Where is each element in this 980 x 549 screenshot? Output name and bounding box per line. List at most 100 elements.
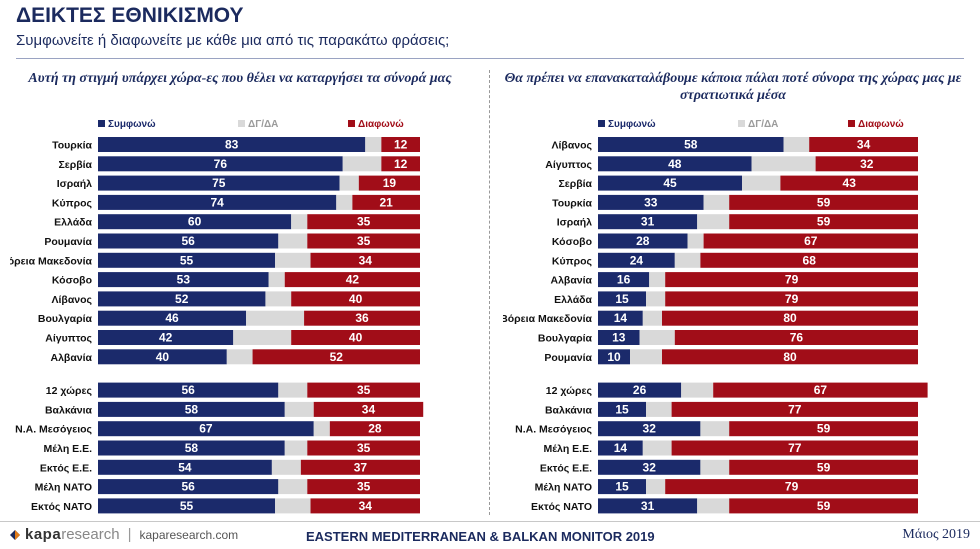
bar-dk xyxy=(271,459,301,475)
bar-dk xyxy=(646,401,672,417)
bar-agree xyxy=(598,233,688,249)
data-label-agree: 75 xyxy=(212,176,226,190)
bar-dk xyxy=(291,214,308,230)
bar-agree xyxy=(598,156,752,172)
data-label-agree: 48 xyxy=(668,157,682,171)
data-label-agree: 26 xyxy=(633,383,647,397)
bar-dk xyxy=(783,137,810,152)
category-label: Λίβανος xyxy=(552,140,593,152)
category-label: Εκτός Ε.Ε. xyxy=(540,462,592,474)
footer-site: kaparesearch.com xyxy=(139,527,239,542)
bar-disagree xyxy=(307,214,420,230)
bar-disagree xyxy=(665,272,918,288)
bar-dk xyxy=(226,349,253,365)
data-label-agree: 10 xyxy=(607,350,621,364)
category-label: Αλβανία xyxy=(51,352,93,364)
bar-agree xyxy=(598,421,701,437)
kapa-logo-icon xyxy=(10,529,20,540)
legend-label-disagree: Διαφωνώ xyxy=(858,119,904,130)
bar-disagree xyxy=(729,421,918,437)
bar-agree xyxy=(598,330,640,345)
bar-agree xyxy=(98,175,340,191)
data-label-disagree: 59 xyxy=(817,422,831,436)
bar-dk xyxy=(246,310,305,326)
category-label: Ρουμανία xyxy=(544,352,592,364)
legend-label-dk: ΔΓ/ΔΑ xyxy=(748,119,778,130)
bar-agree xyxy=(98,479,279,495)
data-label-agree: 55 xyxy=(180,499,194,513)
category-label: Μέλη ΝΑΤΟ xyxy=(35,482,92,494)
data-label-disagree: 35 xyxy=(357,234,371,248)
data-label-agree: 56 xyxy=(181,234,195,248)
data-label-disagree: 40 xyxy=(349,292,363,306)
bar-disagree xyxy=(291,330,420,345)
bar-agree xyxy=(98,440,285,456)
category-label: Ν.Α. Μεσόγειος xyxy=(15,424,92,436)
data-label-disagree: 80 xyxy=(783,350,797,364)
data-label-disagree: 35 xyxy=(357,215,371,229)
legend-swatch-disagree xyxy=(848,120,855,127)
bar-disagree xyxy=(671,440,918,456)
category-label: Τουρκία xyxy=(52,140,92,152)
bar-agree xyxy=(98,291,266,307)
category-label: Βόρεια Μακεδονία xyxy=(503,313,593,325)
bar-agree xyxy=(98,349,227,365)
data-label-disagree: 35 xyxy=(357,441,371,455)
bar-dk xyxy=(278,233,308,249)
category-label: Σερβία xyxy=(558,178,592,190)
bar-disagree xyxy=(729,459,918,475)
legend-swatch-disagree xyxy=(348,120,355,127)
chart-panel-left: Αυτή τη στιγμή υπάρχει χώρα-ες που θέλει… xyxy=(10,64,470,519)
data-label-agree: 60 xyxy=(188,215,202,229)
bar-dk xyxy=(687,233,704,249)
data-label-disagree: 37 xyxy=(354,460,368,474)
category-label: Λίβανος xyxy=(52,294,93,306)
bar-dk xyxy=(751,156,816,172)
category-label: Κόσοβο xyxy=(552,236,592,248)
panel-divider xyxy=(489,70,490,515)
logo-research: research xyxy=(61,526,120,543)
data-label-agree: 46 xyxy=(165,311,179,325)
data-label-disagree: 59 xyxy=(817,195,831,209)
bar-agree xyxy=(98,272,269,288)
category-label: Ισραήλ xyxy=(57,178,92,190)
data-label-disagree: 35 xyxy=(357,383,371,397)
category-label: Εκτός Ε.Ε. xyxy=(40,462,92,474)
data-label-agree: 74 xyxy=(210,195,224,209)
data-label-disagree: 68 xyxy=(803,253,817,267)
bar-agree xyxy=(98,252,276,268)
bar-agree xyxy=(598,498,698,514)
bar-agree xyxy=(598,459,701,475)
data-label-disagree: 35 xyxy=(357,480,371,494)
data-label-disagree: 34 xyxy=(359,253,373,267)
legend-swatch-agree xyxy=(98,120,105,127)
bar-disagree xyxy=(291,291,420,307)
bar-dk xyxy=(336,194,353,210)
header-divider xyxy=(16,58,964,59)
legend-label-agree: Συμφωνώ xyxy=(108,119,156,130)
bar-dk xyxy=(646,479,666,495)
legend-label-agree: Συμφωνώ xyxy=(608,119,656,130)
data-label-agree: 54 xyxy=(178,460,192,474)
data-label-disagree: 36 xyxy=(355,311,369,325)
bar-dk xyxy=(313,421,330,437)
chart-title: Αυτή τη στιγμή υπάρχει χώρα-ες που θέλει… xyxy=(28,71,452,86)
data-label-disagree: 79 xyxy=(785,273,799,287)
bar-dk xyxy=(649,272,666,288)
bar-dk xyxy=(278,479,308,495)
data-label-disagree: 12 xyxy=(394,157,408,171)
legend-label-dk: ΔΓ/ΔΑ xyxy=(248,119,278,130)
category-label: Τουρκία xyxy=(552,197,592,209)
category-label: Μέλη Ε.Ε. xyxy=(544,443,593,455)
data-label-disagree: 79 xyxy=(785,292,799,306)
bar-disagree xyxy=(284,272,420,288)
bar-disagree xyxy=(304,310,420,326)
bar-disagree xyxy=(780,175,918,191)
category-label: Εκτός ΝΑΤΟ xyxy=(531,501,592,513)
bar-disagree xyxy=(381,137,420,152)
legend-label-disagree: Διαφωνώ xyxy=(358,119,404,130)
bar-agree xyxy=(598,440,643,456)
data-label-disagree: 59 xyxy=(817,460,831,474)
logo-separator: | xyxy=(127,526,132,543)
footer-monitor: EASTERN MEDITERRANEAN & BALKAN MONITOR 2… xyxy=(306,529,655,544)
